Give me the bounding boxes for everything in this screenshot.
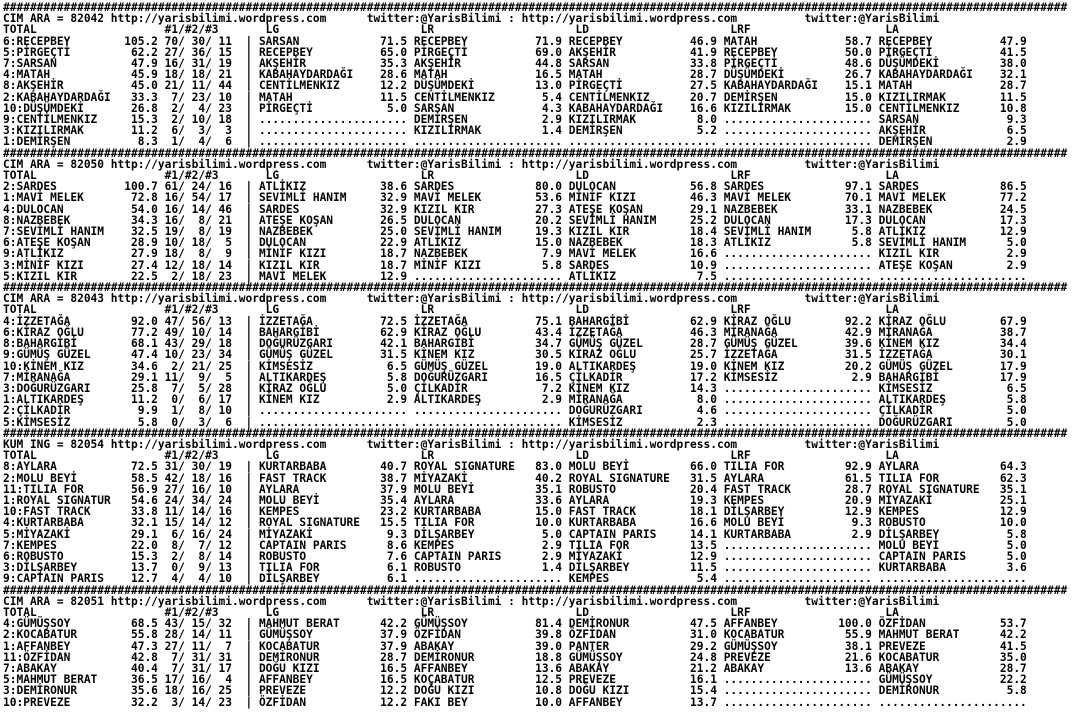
race-block: CIM ARA = 82051 http://yarisbilimi.wordp… [3, 594, 1027, 709]
race-block: CIM ARA = 82043 http://yarisbilimi.wordp… [3, 292, 1027, 429]
race-block: CIM ARA = 82042 http://yarisbilimi.wordp… [3, 12, 1027, 149]
hash-divider: ########################################… [3, 146, 1068, 160]
hash-divider: ########################################… [3, 1, 1068, 14]
hash-divider: ########################################… [3, 583, 1068, 597]
race-block: KUM ING = 82054 http://yarisbilimi.wordp… [3, 437, 1027, 586]
hash-divider: ########################################… [3, 426, 1068, 440]
race-block: CIM ARA = 82050 http://yarisbilimi.wordp… [3, 157, 1027, 283]
hash-divider: ########################################… [3, 281, 1068, 295]
